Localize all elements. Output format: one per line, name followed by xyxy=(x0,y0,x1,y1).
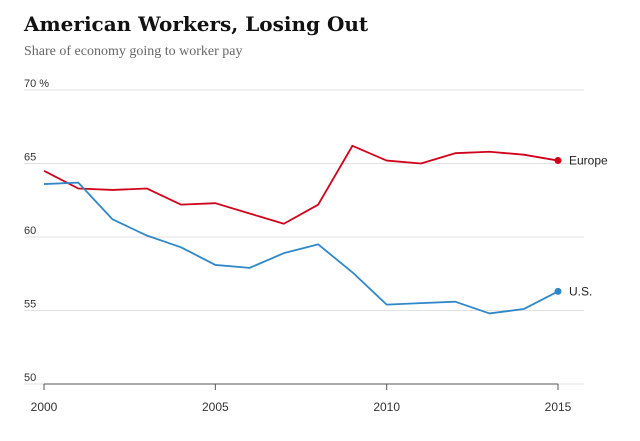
y-tick-label: 50 xyxy=(24,372,36,384)
chart-subtitle: Share of economy going to worker pay xyxy=(24,44,243,59)
chart-title: American Workers, Losing Out xyxy=(24,12,369,36)
grid-lines xyxy=(24,89,584,385)
series-end-point-europe xyxy=(554,157,562,165)
x-axis: 2000 2005 2010 2015 xyxy=(31,383,572,414)
x-tick-label: 2005 xyxy=(202,400,229,414)
y-tick-label: 60 xyxy=(24,225,36,237)
series-label-europe: Europe xyxy=(569,154,608,168)
x-tick-label: 2000 xyxy=(31,400,58,414)
y-tick-label: 70 % xyxy=(24,78,49,90)
y-tick-label: 65 xyxy=(24,152,36,164)
x-tick-label: 2010 xyxy=(373,400,400,414)
series-lines: Europe U.S. xyxy=(43,144,608,315)
series-end-point-u-s xyxy=(554,287,562,295)
x-tick-label: 2015 xyxy=(545,400,572,414)
series-label-u-s: U.S. xyxy=(569,284,592,298)
series-line-europe xyxy=(43,144,559,225)
y-axis-ticks: 70 % 65 60 55 50 xyxy=(24,78,49,384)
series-line-u-s xyxy=(43,181,559,315)
y-tick-label: 55 xyxy=(24,299,36,311)
